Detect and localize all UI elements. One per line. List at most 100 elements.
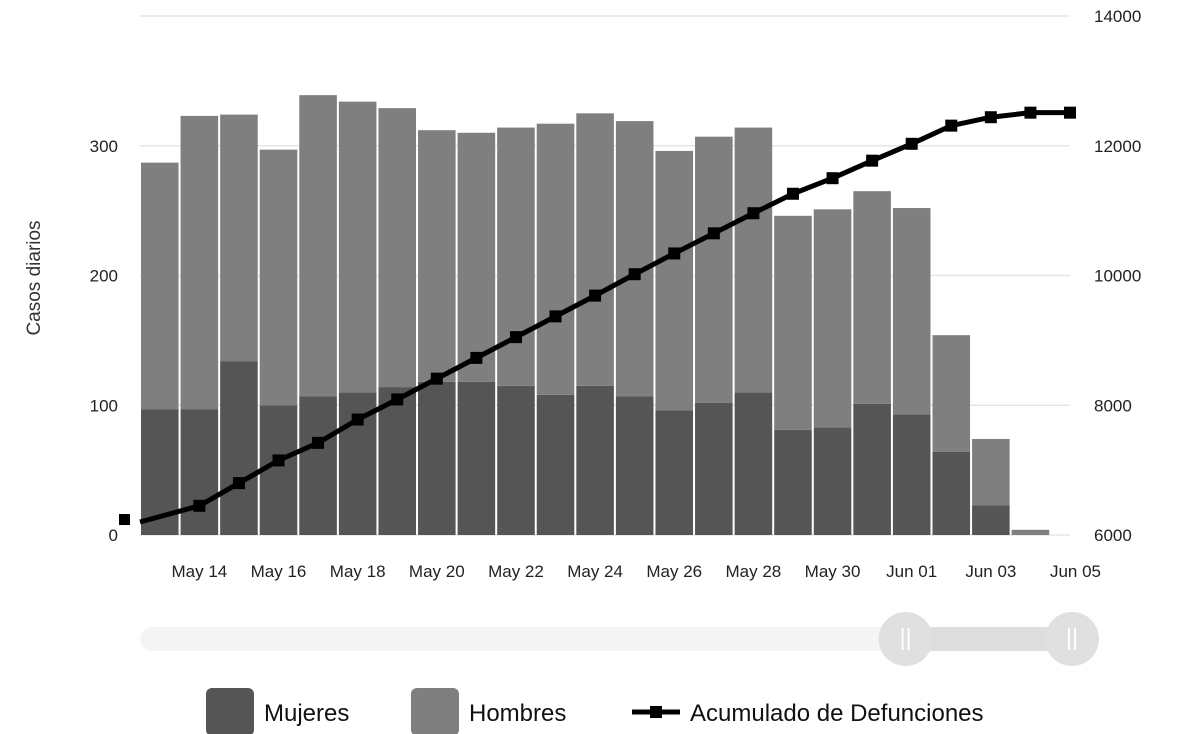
bar-hombres [418, 130, 456, 382]
legend-marker-acumulado [650, 706, 662, 718]
x-axis-tick-label: May 20 [409, 562, 465, 581]
cumulative-point [391, 393, 404, 406]
x-axis-tick-label: Jun 05 [1050, 562, 1101, 581]
x-axis-tick-label: Jun 03 [965, 562, 1016, 581]
bar-hombres [655, 150, 694, 411]
cumulative-point [549, 310, 562, 323]
range-slider-left-handle[interactable] [878, 612, 933, 666]
bar-hombres [378, 108, 417, 388]
right-axis-tick-label: 12000 [1094, 137, 1141, 156]
bar-mujeres [774, 429, 812, 535]
range-slider-track[interactable] [140, 627, 1070, 651]
bars [141, 95, 1050, 535]
right-axis-tick-label: 14000 [1094, 7, 1141, 26]
x-axis-tick-label: Jun 01 [886, 562, 937, 581]
bar-mujeres [536, 394, 575, 535]
cumulative-point [232, 477, 245, 490]
bar-hombres [853, 191, 891, 404]
range-slider[interactable] [140, 612, 1099, 666]
bar-hombres [457, 132, 496, 382]
x-axis-tick-label: May 26 [646, 562, 702, 581]
x-axis-tick-label: May 24 [567, 562, 623, 581]
cumulative-point [786, 187, 799, 200]
cumulative-series-line [139, 110, 1070, 525]
x-axis-tick-label: May 30 [805, 562, 861, 581]
cumulative-line [119, 106, 1076, 526]
cumulative-point [1064, 106, 1076, 119]
left-axis-tick-label: 300 [90, 137, 118, 156]
legend-label-acumulado: Acumulado de Defunciones [690, 700, 984, 727]
cumulative-point [312, 436, 325, 449]
left-axis-tick-label: 100 [90, 396, 118, 415]
range-slider-selection[interactable] [905, 627, 1072, 651]
bar-mujeres [853, 403, 891, 535]
left-axis-tick-label: 200 [90, 267, 118, 286]
bar-hombres [972, 438, 1010, 506]
cumulative-point [984, 111, 997, 124]
x-axis-tick-label: May 22 [488, 562, 544, 581]
y-axis-title: Casos diarios [24, 220, 45, 335]
cumulative-point [668, 247, 681, 260]
bar-mujeres [695, 402, 733, 535]
legend-item-hombres[interactable]: Hombres [411, 688, 566, 734]
cumulative-point [707, 227, 720, 240]
cumulative-point [272, 454, 285, 467]
legend: Mujeres Hombres Acumulado de Defunciones [206, 688, 984, 734]
bar-hombres [1011, 529, 1050, 535]
cumulative-point [193, 499, 206, 512]
range-slider-right-handle[interactable] [1045, 612, 1099, 666]
legend-label-hombres: Hombres [469, 700, 566, 727]
bar-mujeres [220, 361, 258, 535]
x-axis-tick-label: May 16 [251, 562, 307, 581]
legend-item-mujeres[interactable]: Mujeres [206, 688, 349, 734]
bar-hombres [774, 215, 812, 430]
bar-hombres [180, 115, 219, 410]
bar-mujeres [180, 409, 219, 535]
bar-hombres [141, 162, 179, 410]
left-axis-tick-label: 0 [109, 526, 118, 545]
x-axis-tick-label: May 18 [330, 562, 386, 581]
bar-mujeres [813, 427, 852, 535]
cumulative-point [509, 331, 522, 344]
legend-item-acumulado[interactable]: Acumulado de Defunciones [632, 700, 984, 727]
bar-hombres [497, 127, 535, 386]
bar-mujeres [497, 385, 535, 535]
bar-hombres [695, 136, 733, 403]
bar-mujeres [299, 396, 337, 535]
cumulative-point [119, 514, 130, 526]
bar-mujeres [615, 396, 654, 535]
x-axis-tick-label: May 14 [171, 562, 227, 581]
x-axis-tick-label: May 28 [726, 562, 782, 581]
bar-hombres [734, 127, 773, 393]
bar-hombres [338, 101, 377, 393]
bar-mujeres [932, 451, 971, 535]
cumulative-point [430, 372, 443, 385]
bar-mujeres [734, 392, 773, 535]
cumulative-point [945, 119, 958, 132]
right-axis-tick-label: 10000 [1094, 267, 1141, 286]
bar-mujeres [576, 385, 614, 535]
bar-mujeres [457, 381, 496, 535]
cumulative-point [1024, 106, 1037, 119]
cumulative-point [589, 289, 602, 302]
right-axis-tick-label: 6000 [1094, 526, 1132, 545]
bar-hombres [892, 208, 931, 415]
bar-hombres [932, 335, 971, 452]
cumulative-point [905, 137, 918, 150]
legend-swatch-hombres [411, 688, 459, 734]
bar-hombres [259, 149, 298, 406]
cumulative-point [628, 268, 641, 281]
cumulative-point [747, 207, 760, 220]
cumulative-point [866, 154, 879, 167]
bar-hombres [615, 121, 654, 397]
bar-hombres [536, 123, 575, 395]
x-axis: May 14 May 16 May 18 May 20 May 22 May 24 May … [171, 562, 1101, 581]
right-axis-tick-label: 8000 [1094, 396, 1132, 415]
legend-label-mujeres: Mujeres [264, 700, 349, 727]
bar-mujeres [655, 410, 694, 535]
bar-hombres [220, 114, 258, 362]
bar-hombres [299, 95, 337, 397]
bar-mujeres [378, 387, 417, 535]
bar-mujeres [892, 414, 931, 535]
